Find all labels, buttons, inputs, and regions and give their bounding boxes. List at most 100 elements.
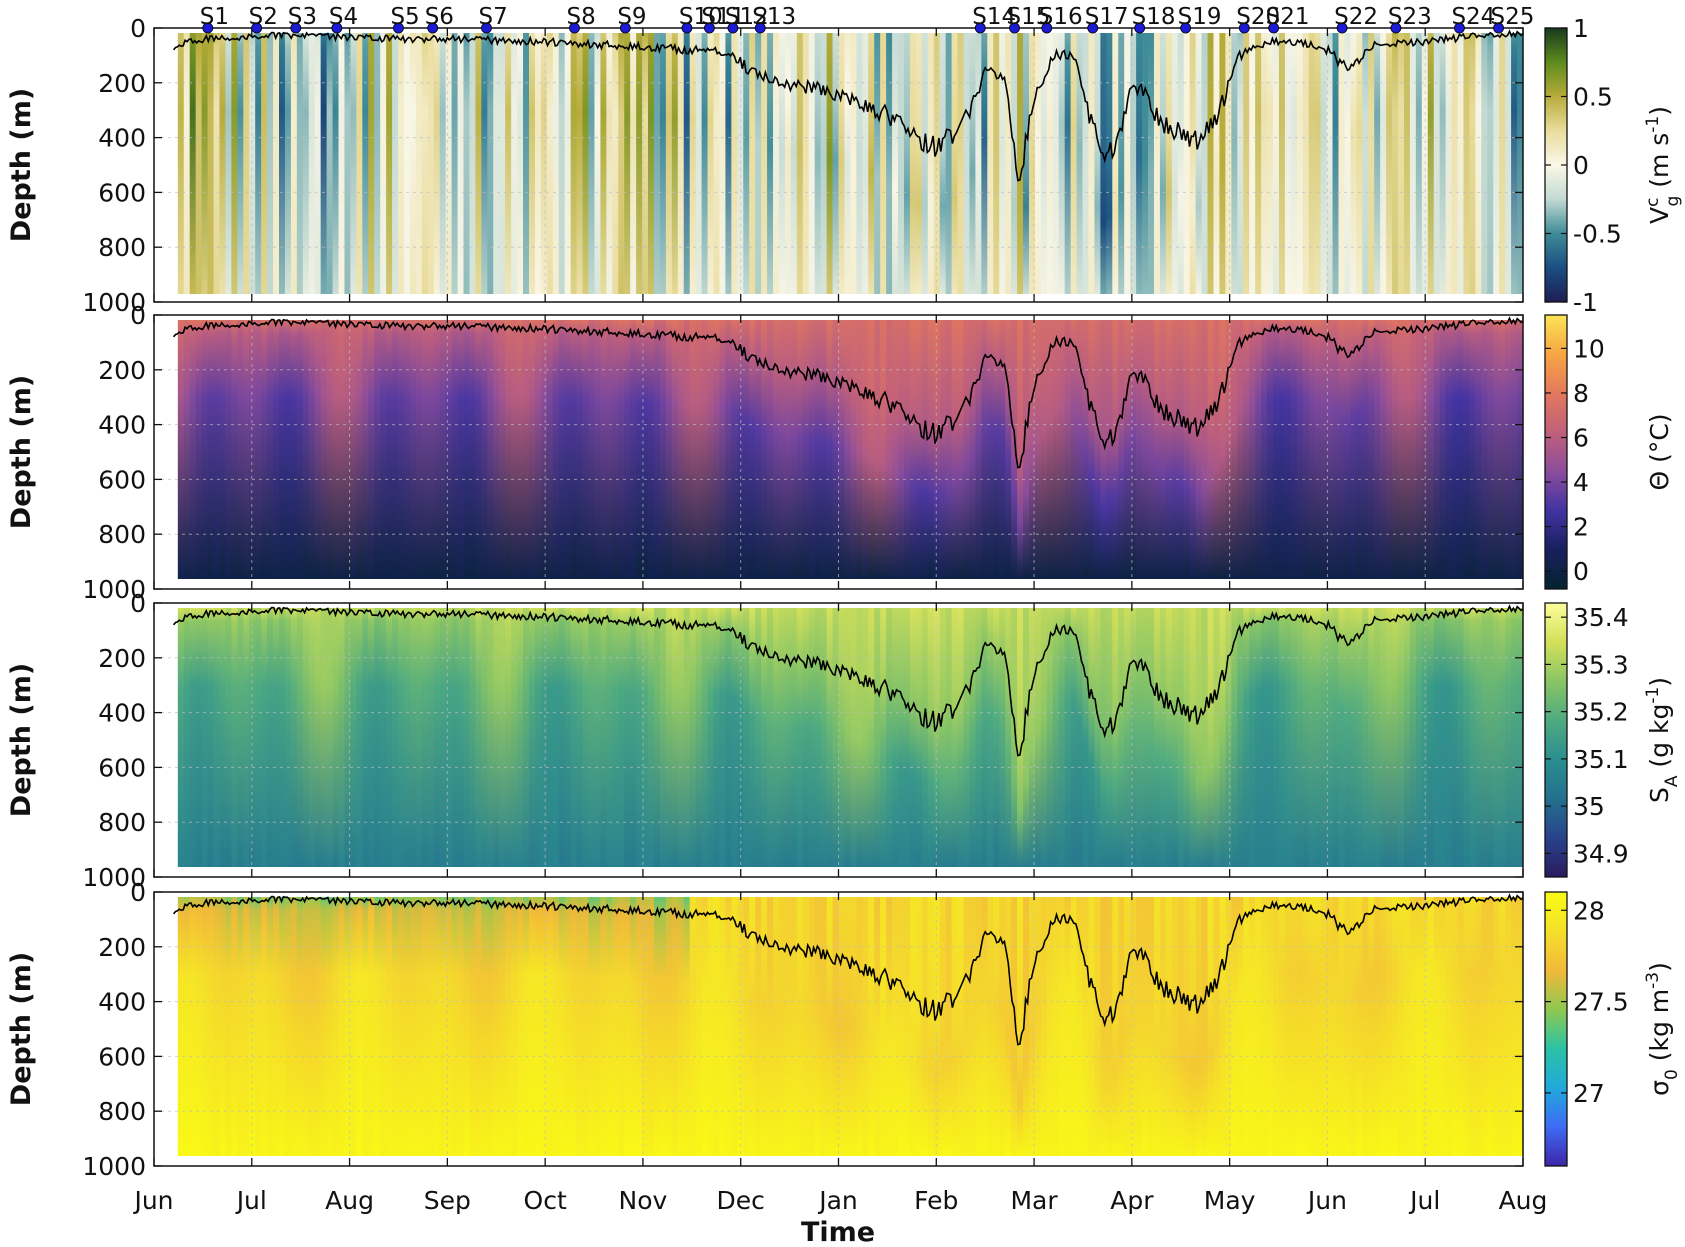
vg-column bbox=[1475, 33, 1482, 294]
sa-column bbox=[1481, 608, 1488, 867]
sa-column bbox=[463, 608, 471, 867]
sa-column bbox=[1511, 608, 1518, 867]
sigma0-column bbox=[600, 897, 607, 1156]
theta-column bbox=[1195, 320, 1203, 579]
vg-column bbox=[642, 33, 649, 294]
theta-column bbox=[1189, 320, 1197, 579]
sigma0-column bbox=[398, 897, 405, 1156]
sa-column bbox=[784, 608, 792, 867]
sa-column bbox=[475, 608, 482, 867]
sigma0-column bbox=[237, 897, 244, 1156]
sigma0-column bbox=[814, 897, 822, 1156]
sigma0-column bbox=[1392, 897, 1399, 1156]
sa-column bbox=[1148, 608, 1155, 867]
theta-column bbox=[517, 320, 524, 579]
y-tick-label: 800 bbox=[98, 808, 146, 837]
theta-column bbox=[362, 320, 369, 579]
sigma0-column bbox=[1189, 897, 1197, 1156]
vg-column bbox=[1517, 33, 1523, 294]
sigma0-column bbox=[320, 897, 328, 1156]
vg-column bbox=[1314, 33, 1322, 294]
theta-column bbox=[683, 320, 691, 579]
sigma0-column bbox=[386, 897, 393, 1156]
sigma0-column bbox=[362, 897, 369, 1156]
event-label: S1 bbox=[200, 4, 229, 30]
sigma0-column bbox=[1005, 897, 1012, 1156]
sigma0-column bbox=[403, 897, 411, 1156]
sigma0-column bbox=[1070, 897, 1078, 1156]
sigma0-column bbox=[201, 897, 209, 1156]
sa-column bbox=[457, 608, 465, 867]
sigma0-column bbox=[511, 897, 518, 1156]
sigma0-column bbox=[481, 897, 488, 1156]
sa-column bbox=[642, 608, 649, 867]
vg-column bbox=[1088, 33, 1096, 294]
x-tick-label: Jul bbox=[235, 1186, 267, 1215]
theta-column bbox=[1249, 320, 1256, 579]
sa-column bbox=[701, 608, 709, 867]
theta-column bbox=[213, 320, 221, 579]
sa-column bbox=[499, 608, 506, 867]
theta-column bbox=[469, 320, 477, 579]
y-tick-label: 400 bbox=[98, 411, 146, 440]
theta-column bbox=[880, 320, 887, 579]
theta-column bbox=[1499, 320, 1506, 579]
vg-column bbox=[451, 33, 459, 294]
sigma0-column bbox=[689, 897, 697, 1156]
event-label: S8 bbox=[566, 4, 595, 30]
vg-column bbox=[463, 33, 471, 294]
vg-column bbox=[326, 33, 334, 294]
theta-column bbox=[1076, 320, 1084, 579]
vg-column bbox=[427, 33, 435, 294]
sigma0-column bbox=[433, 897, 441, 1156]
theta-column bbox=[267, 320, 274, 579]
vg-column bbox=[1403, 33, 1411, 294]
vg-column bbox=[213, 33, 221, 294]
colorbar-tick-label: 35.4 bbox=[1573, 603, 1629, 632]
sigma0-column bbox=[517, 897, 524, 1156]
vg-column bbox=[1028, 33, 1036, 294]
vg-column bbox=[1148, 33, 1155, 294]
sigma0-column bbox=[1386, 897, 1393, 1156]
mixed-layer-depth-line bbox=[172, 604, 1524, 757]
vg-column bbox=[1046, 33, 1054, 294]
sa-column bbox=[421, 608, 429, 867]
theta-column bbox=[1290, 320, 1298, 579]
sa-column bbox=[659, 608, 667, 867]
event-label: S18 bbox=[1132, 4, 1176, 30]
theta-column bbox=[1487, 320, 1494, 579]
sa-column bbox=[445, 608, 453, 867]
sigma0-column bbox=[427, 897, 435, 1156]
vg-column bbox=[475, 33, 482, 294]
vg-colorbar-title: Vcg (m s-1) bbox=[1643, 106, 1683, 224]
theta-column bbox=[695, 320, 703, 579]
vg-column bbox=[1243, 33, 1250, 294]
vg-column bbox=[177, 33, 185, 294]
theta-column bbox=[344, 320, 352, 579]
vg-column bbox=[665, 33, 673, 294]
sigma0-column bbox=[499, 897, 506, 1156]
sa-column bbox=[255, 608, 262, 867]
vg-column bbox=[1273, 33, 1280, 294]
colorbar-tick-label: 8 bbox=[1573, 379, 1589, 408]
theta-column bbox=[1273, 320, 1280, 579]
sigma0-column bbox=[475, 897, 482, 1156]
salinity-mixed-layer-line bbox=[172, 604, 1524, 757]
theta-column bbox=[1338, 320, 1346, 579]
sigma0-column bbox=[862, 897, 869, 1156]
theta-column bbox=[392, 320, 399, 579]
sigma0-column bbox=[1076, 897, 1084, 1156]
sigma0-column bbox=[302, 897, 310, 1156]
sa-column bbox=[1463, 608, 1471, 867]
vg-column bbox=[457, 33, 465, 294]
sa-column bbox=[570, 608, 578, 867]
vg-column bbox=[332, 33, 340, 294]
sigma0-column bbox=[719, 897, 727, 1156]
theta-column bbox=[558, 320, 566, 579]
vg-column bbox=[796, 33, 804, 294]
sa-column bbox=[1106, 608, 1113, 867]
event-marker bbox=[1238, 22, 1250, 34]
sigma0-colorbar-scale bbox=[1544, 891, 1568, 1167]
sa-column bbox=[1427, 608, 1435, 867]
theta-column bbox=[338, 320, 346, 579]
